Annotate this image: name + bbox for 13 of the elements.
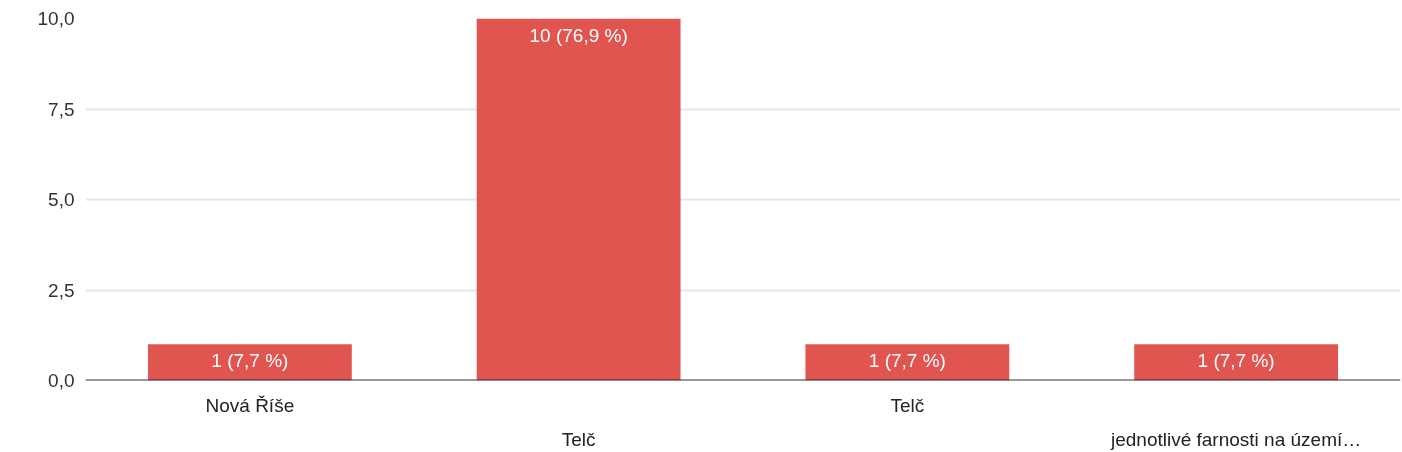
y-tick-label: 5,0 [48, 189, 75, 210]
y-tick-label: 7,5 [48, 98, 75, 120]
y-tick-label: 0,0 [48, 370, 75, 391]
x-tick-label: jednotlivé farnosti na území… [1109, 428, 1362, 450]
data-label: 10 (76,9 %) [529, 24, 628, 46]
data-label: 1 (7,7 %) [211, 350, 289, 372]
y-tick-label: 2,5 [48, 279, 75, 301]
data-label: 1 (7,7 %) [868, 350, 946, 372]
x-tick-label: Telč [890, 394, 925, 416]
y-tick-label: 10,0 [37, 8, 75, 29]
x-tick-label: Nová Říše [205, 394, 295, 416]
data-label: 1 (7,7 %) [1197, 350, 1275, 372]
x-tick-label: Telč [561, 428, 596, 450]
